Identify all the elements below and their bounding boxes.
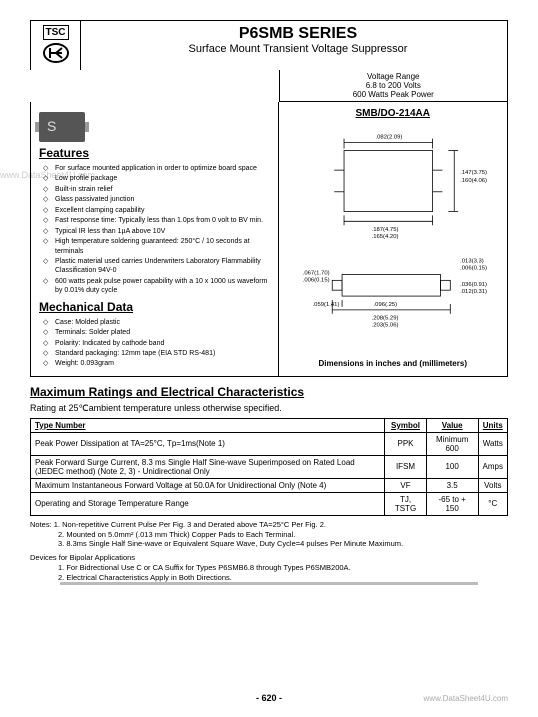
ratings-table: Type NumberSymbolValueUnits Peak Power D… bbox=[30, 418, 508, 516]
volt-l3: 600 Watts Peak Power bbox=[282, 90, 505, 99]
svg-text:.203(5.06): .203(5.06) bbox=[371, 323, 398, 329]
svg-text:.160(4.06): .160(4.06) bbox=[460, 178, 487, 184]
feature-item: For surface mounted application in order… bbox=[43, 164, 270, 173]
notes-label: Notes: bbox=[30, 520, 52, 529]
feature-item: 600 watts peak pulse power capability wi… bbox=[43, 277, 270, 296]
table-cell: IFSM bbox=[385, 455, 427, 478]
svg-text:.187(4.75): .187(4.75) bbox=[371, 227, 398, 233]
mechdata-list: Case: Molded plasticTerminals: Solder pl… bbox=[39, 318, 270, 369]
volt-l2: 6.8 to 200 Volts bbox=[282, 81, 505, 90]
note-item: 1. Non-repetitive Current Pulse Per Fig.… bbox=[54, 520, 326, 529]
bipolar-item: 1. For Bidrectional Use C or CA Suffix f… bbox=[30, 563, 508, 573]
footer-url: www.DataSheet4U.com bbox=[424, 694, 508, 703]
table-row: Peak Power Dissipation at TA=25°C, Tp=1m… bbox=[31, 432, 508, 455]
subtitle: Surface Mount Transient Voltage Suppress… bbox=[93, 43, 503, 55]
svg-text:.036(0.91): .036(0.91) bbox=[460, 282, 487, 288]
mech-item: Terminals: Solder plated bbox=[43, 328, 270, 337]
logo-icon bbox=[42, 42, 70, 64]
volt-l1: Voltage Range bbox=[282, 72, 505, 81]
table-header: Units bbox=[478, 418, 507, 432]
svg-text:.013(3.3): .013(3.3) bbox=[460, 259, 484, 265]
table-cell: Volts bbox=[478, 478, 507, 492]
svg-text:.082(2.09): .082(2.09) bbox=[375, 135, 402, 141]
table-header: Type Number bbox=[31, 418, 385, 432]
table-cell: 3.5 bbox=[426, 478, 478, 492]
svg-text:.208(5.29): .208(5.29) bbox=[371, 316, 398, 322]
svg-text:.059(1.41): .059(1.41) bbox=[312, 302, 339, 308]
table-cell: PPK bbox=[385, 432, 427, 455]
mech-item: Weight: 0.093gram bbox=[43, 359, 270, 368]
svg-text:.165(4.20): .165(4.20) bbox=[371, 234, 398, 240]
bipolar-item: 2. Electrical Characteristics Apply in B… bbox=[30, 573, 508, 583]
bipolar-heading: Devices for Bipolar Applications bbox=[30, 553, 508, 563]
features-heading: Features bbox=[39, 146, 270, 160]
note-item: 3. 8.3ms Single Half Sine-wave or Equiva… bbox=[30, 539, 508, 549]
svg-text:.067(1.70): .067(1.70) bbox=[302, 270, 329, 276]
mech-item: Polarity: Indicated by cathode band bbox=[43, 339, 270, 348]
feature-item: Plastic material used carries Underwrite… bbox=[43, 257, 270, 276]
table-cell: Minimum 600 bbox=[426, 432, 478, 455]
table-cell: -65 to + 150 bbox=[426, 492, 478, 515]
table-row: Operating and Storage Temperature RangeT… bbox=[31, 492, 508, 515]
table-row: Maximum Instantaneous Forward Voltage at… bbox=[31, 478, 508, 492]
table-cell: Peak Power Dissipation at TA=25°C, Tp=1m… bbox=[31, 432, 385, 455]
dimension-drawing: .082(2.09) .147(3.75) .160(4.06) .187(4.… bbox=[285, 125, 501, 355]
note-item: 2. Mounted on 5.0mm² (.013 mm Thick) Cop… bbox=[30, 530, 508, 540]
feature-item: Glass passivated junction bbox=[43, 195, 270, 204]
logo-text: TSC bbox=[43, 25, 69, 40]
table-cell: Amps bbox=[478, 455, 507, 478]
table-row: Peak Forward Surge Current, 8.3 ms Singl… bbox=[31, 455, 508, 478]
feature-item: High temperature soldering guaranteed: 2… bbox=[43, 237, 270, 256]
table-cell: Watts bbox=[478, 432, 507, 455]
voltage-box: Voltage Range 6.8 to 200 Volts 600 Watts… bbox=[279, 70, 508, 102]
feature-item: Excellent clamping capability bbox=[43, 206, 270, 215]
table-cell: 100 bbox=[426, 455, 478, 478]
svg-text:.147(3.75): .147(3.75) bbox=[460, 170, 487, 176]
table-cell: VF bbox=[385, 478, 427, 492]
features-list: For surface mounted application in order… bbox=[39, 164, 270, 296]
feature-item: Low profile package bbox=[43, 174, 270, 183]
feature-item: Built-in strain relief bbox=[43, 185, 270, 194]
dim-note: Dimensions in inches and (millimeters) bbox=[285, 359, 501, 368]
mech-item: Standard packaging: 12mm tape (EIA STD R… bbox=[43, 349, 270, 358]
page-title: P6SMB SERIES bbox=[93, 25, 503, 43]
maxratings-heading: Maximum Ratings and Electrical Character… bbox=[30, 385, 508, 399]
svg-text:.096(.25): .096(.25) bbox=[373, 302, 397, 308]
table-cell: °C bbox=[478, 492, 507, 515]
feature-item: Fast response time: Typically less than … bbox=[43, 216, 270, 225]
table-cell: Maximum Instantaneous Forward Voltage at… bbox=[31, 478, 385, 492]
svg-text:.012(0.31): .012(0.31) bbox=[460, 289, 487, 295]
package-label: SMB/DO-214AA bbox=[285, 108, 501, 119]
feature-item: Typical IR less than 1µA above 10V bbox=[43, 227, 270, 236]
chip-icon bbox=[39, 112, 85, 142]
table-header: Symbol bbox=[385, 418, 427, 432]
table-cell: TJ, TSTG bbox=[385, 492, 427, 515]
svg-text:.006(0.15): .006(0.15) bbox=[302, 277, 329, 283]
notes-block: Notes: 1. Non-repetitive Current Pulse P… bbox=[30, 520, 508, 583]
table-cell: Operating and Storage Temperature Range bbox=[31, 492, 385, 515]
table-header: Value bbox=[426, 418, 478, 432]
svg-text:.006(0.15): .006(0.15) bbox=[460, 266, 487, 272]
logo-box: TSC bbox=[31, 21, 81, 70]
title-area: P6SMB SERIES Surface Mount Transient Vol… bbox=[89, 21, 507, 59]
mechdata-heading: Mechanical Data bbox=[39, 300, 270, 314]
table-cell: Peak Forward Surge Current, 8.3 ms Singl… bbox=[31, 455, 385, 478]
mech-item: Case: Molded plastic bbox=[43, 318, 270, 327]
rating-note: Rating at 25℃ambient temperature unless … bbox=[30, 403, 508, 414]
